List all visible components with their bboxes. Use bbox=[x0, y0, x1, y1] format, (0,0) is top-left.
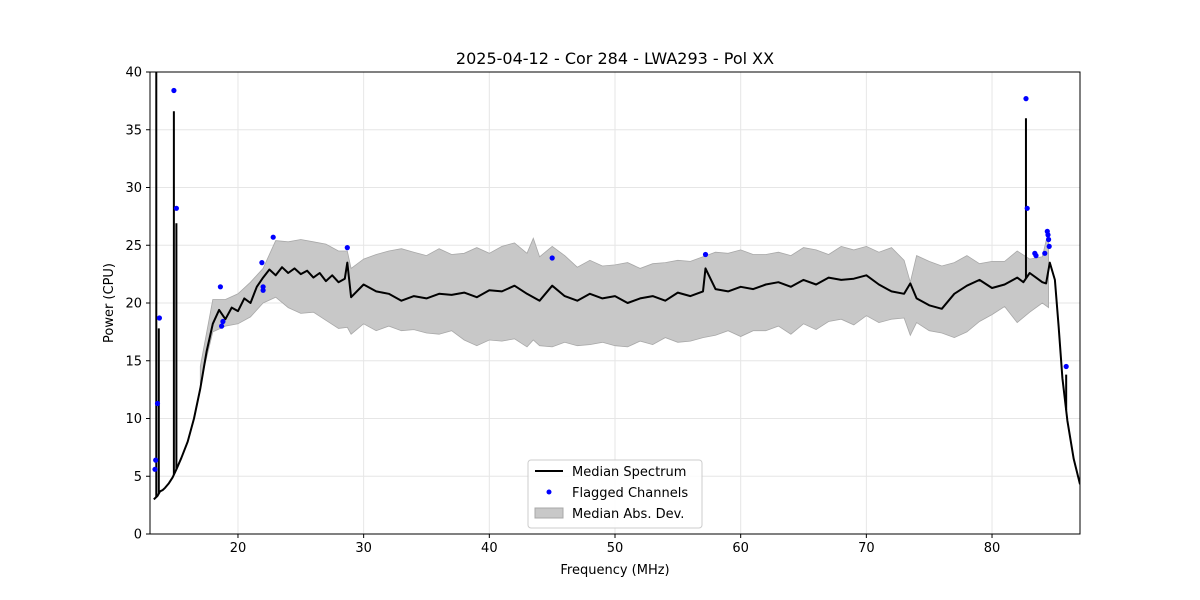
x-tick-label: 70 bbox=[858, 541, 875, 556]
flagged-channel-point bbox=[1063, 363, 1069, 370]
legend: Median Spectrum Flagged Channels Median … bbox=[527, 459, 703, 529]
legend-box bbox=[527, 459, 703, 529]
flagged-channel-point bbox=[1045, 232, 1051, 238]
y-axis: 0 5 10 15 20 25 30 35 40 bbox=[125, 66, 150, 543]
legend-band-swatch bbox=[534, 507, 564, 519]
y-tick-label: 25 bbox=[125, 239, 142, 254]
flagged-channel-point bbox=[1024, 205, 1030, 211]
median-spectrum-layer bbox=[153, 72, 1080, 501]
x-tick-label: 80 bbox=[984, 541, 1001, 556]
flagged-channel-point bbox=[1033, 253, 1039, 259]
y-tick-label: 10 bbox=[125, 412, 142, 427]
flagged-channel-point bbox=[219, 323, 225, 329]
y-tick-label: 30 bbox=[125, 181, 142, 196]
flagged-channels-layer bbox=[152, 87, 1069, 472]
legend-marker-swatch bbox=[546, 489, 552, 495]
x-tick-label: 20 bbox=[230, 541, 247, 556]
x-tick-label: 40 bbox=[481, 541, 498, 556]
x-tick-label: 30 bbox=[355, 541, 372, 556]
flagged-channel-point bbox=[270, 234, 276, 240]
y-tick-label: 20 bbox=[125, 297, 142, 312]
flagged-channel-point bbox=[1046, 236, 1052, 243]
flagged-channel-point bbox=[153, 457, 159, 463]
y-tick-label: 15 bbox=[125, 354, 142, 369]
flagged-channel-point bbox=[1023, 96, 1029, 102]
chart-title: 2025-04-12 - Cor 284 - LWA293 - Pol XX bbox=[456, 49, 774, 68]
y-axis-label: Power (CPU) bbox=[102, 263, 117, 343]
legend-label-median-abs-dev: Median Abs. Dev. bbox=[572, 507, 684, 522]
flagged-channel-point bbox=[260, 284, 266, 290]
x-axis: 20 30 40 50 60 70 80 bbox=[230, 534, 1001, 556]
mad-band-layer bbox=[199, 230, 1049, 384]
flagged-channel-point bbox=[549, 255, 555, 261]
x-axis-label: Frequency (MHz) bbox=[560, 563, 669, 578]
flagged-channel-point bbox=[171, 87, 177, 94]
flagged-channel-point bbox=[173, 205, 179, 211]
flagged-channel-point bbox=[152, 466, 158, 472]
flagged-channel-point bbox=[344, 245, 350, 251]
legend-label-median-spectrum: Median Spectrum bbox=[572, 465, 686, 480]
y-tick-label: 0 bbox=[134, 528, 142, 543]
flagged-channel-point bbox=[217, 284, 223, 290]
flagged-channel-point bbox=[1042, 250, 1048, 256]
flagged-channel-point bbox=[156, 315, 162, 321]
y-tick-label: 35 bbox=[125, 123, 142, 138]
mad-band bbox=[199, 230, 1049, 384]
y-tick-label: 5 bbox=[134, 470, 142, 485]
flagged-channel-point bbox=[220, 318, 226, 325]
flagged-channel-point bbox=[1046, 243, 1052, 249]
flagged-channel-point bbox=[154, 400, 161, 407]
median-spectrum-line bbox=[153, 261, 1080, 501]
legend-label-flagged-channels: Flagged Channels bbox=[572, 486, 688, 501]
y-tick-label: 40 bbox=[125, 66, 142, 81]
flagged-channel-point bbox=[702, 251, 709, 258]
x-tick-label: 50 bbox=[607, 541, 624, 556]
x-tick-label: 60 bbox=[732, 541, 749, 556]
flagged-channel-point bbox=[259, 260, 265, 266]
